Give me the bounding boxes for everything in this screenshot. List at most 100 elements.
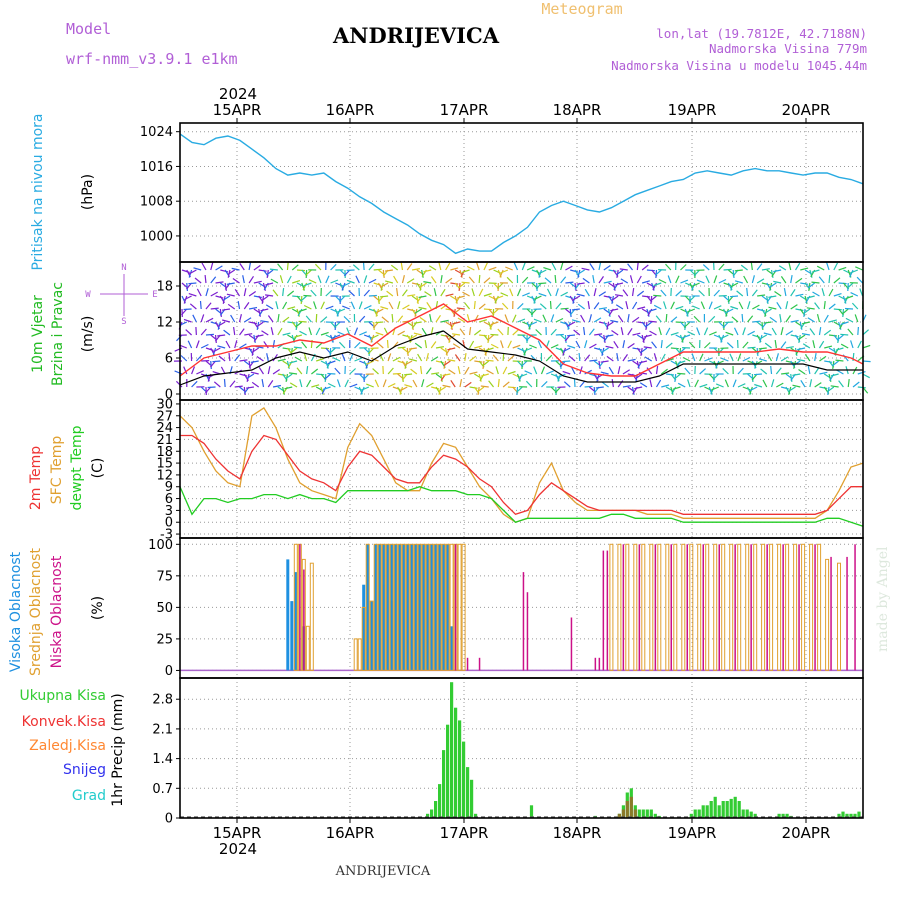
cloud-bar-mid <box>625 543 630 671</box>
wind-barb <box>554 386 562 394</box>
cloud-bar-high <box>402 544 406 671</box>
precip-bar-total <box>777 813 781 818</box>
wind-barb <box>833 308 842 311</box>
wind-barb <box>386 339 389 349</box>
wind-barb <box>785 360 794 364</box>
wind-barb <box>354 357 363 362</box>
wind-barb <box>663 301 667 310</box>
wind-barb <box>622 385 631 388</box>
wind-barb <box>382 379 387 388</box>
cloud-bar-high <box>434 544 438 671</box>
wind-barb <box>779 314 782 323</box>
wind-barb <box>310 289 317 297</box>
wind-barb <box>622 369 631 375</box>
day-label-top: 18APR <box>553 101 602 119</box>
wind-barb <box>272 339 276 349</box>
wind-barb <box>538 269 543 278</box>
wind-barb <box>337 308 346 313</box>
wind-barb <box>636 290 645 297</box>
wind-barb <box>248 261 252 271</box>
wind-barb <box>248 275 255 284</box>
cloud-bar-low <box>526 592 529 671</box>
wind-barb <box>204 386 212 394</box>
precip-bar-total <box>713 796 717 818</box>
wind-barb <box>733 327 739 336</box>
wind-barb <box>507 355 515 362</box>
wind-barb <box>845 317 854 323</box>
precip-bar-total <box>721 801 725 818</box>
wind-barb <box>747 330 755 336</box>
wind-barb <box>200 328 207 336</box>
wind-barb <box>648 320 657 323</box>
wind-barb <box>699 353 704 362</box>
wind-barb <box>256 356 264 362</box>
wind-barb <box>567 334 576 337</box>
wind-barb <box>542 314 547 323</box>
wind-barb <box>790 274 793 284</box>
wind-barb <box>433 288 437 297</box>
wind-barb <box>625 301 629 310</box>
day-label-top: 16APR <box>326 101 375 119</box>
wind-barb <box>295 321 303 328</box>
wind-barb <box>814 382 822 388</box>
wind-barb <box>265 282 274 286</box>
wind-barb <box>540 366 546 375</box>
wind-barb <box>440 288 446 297</box>
wind-barb <box>533 318 542 323</box>
wind-barb <box>234 385 243 388</box>
wind-barb <box>368 278 377 284</box>
wind-barb <box>580 314 586 323</box>
wind-barb <box>224 282 227 291</box>
wind-barb <box>332 334 341 339</box>
wind-barb <box>648 308 657 312</box>
wind-barb <box>221 308 231 311</box>
cloud-bar-mid <box>401 543 406 671</box>
cloud-bar-low <box>598 657 601 671</box>
wind-barb <box>862 360 871 363</box>
wind-barb <box>205 333 214 336</box>
cloud-bar-low <box>606 550 609 671</box>
cloud-bar-low <box>638 544 641 671</box>
wind-barb <box>792 384 801 388</box>
wind-barb <box>756 278 765 284</box>
wind-barb <box>718 278 727 284</box>
wind-barb <box>299 379 303 388</box>
wind-barb <box>406 278 415 284</box>
wind-barb <box>205 302 212 310</box>
wind-barb <box>490 343 499 349</box>
wind-barb <box>704 357 713 362</box>
wind-barb <box>245 386 254 389</box>
wind-barb <box>440 319 449 323</box>
wind-barb <box>285 373 293 380</box>
cloud-bar-mid <box>433 543 438 671</box>
wind-barb <box>223 378 226 388</box>
wind-barb <box>546 288 552 297</box>
wind-barb <box>298 308 307 313</box>
wind-barb <box>385 280 394 284</box>
wind-barb <box>578 352 581 362</box>
cloud-bar-mid <box>825 558 830 671</box>
wind-barb <box>449 321 453 330</box>
wind-barb <box>457 317 466 323</box>
wind-barb <box>327 360 336 365</box>
wind-barb <box>486 369 494 375</box>
wind-barb <box>653 282 662 287</box>
wind-barb <box>729 295 739 298</box>
wind-barb <box>593 317 602 323</box>
y-tick-label: 50 <box>156 601 173 616</box>
wind-barb <box>598 276 604 284</box>
wind-barb <box>828 303 836 310</box>
wind-barb <box>376 342 384 349</box>
wind-barb <box>311 384 320 388</box>
wind-barb <box>530 308 538 316</box>
wind-barb <box>507 370 516 375</box>
precip-bar-convective <box>621 809 625 818</box>
wind-barb <box>636 262 639 271</box>
wind-barb <box>804 354 811 362</box>
wind-barb <box>806 307 815 310</box>
wind-barb <box>251 347 260 353</box>
wind-barb <box>341 353 346 362</box>
wind-barb <box>538 292 547 297</box>
wind-barb <box>366 360 374 365</box>
wind-barb <box>857 326 859 336</box>
